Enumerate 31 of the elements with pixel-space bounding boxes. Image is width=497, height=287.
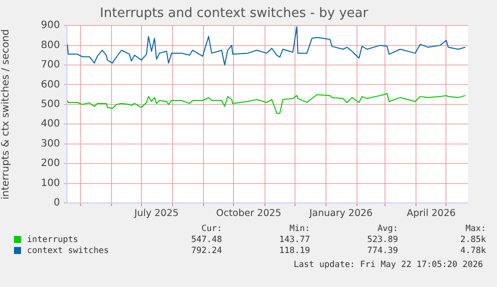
text: 523.89: [366, 235, 398, 246]
x-tick-label: July 2025: [133, 208, 179, 220]
y-axis-title: interrupts & ctx switches / second: [0, 29, 12, 200]
y-tick-label: 300: [40, 138, 60, 150]
y-tick-label: 100: [40, 178, 60, 189]
text: 774.39: [366, 246, 398, 257]
y-tick-label: 0: [54, 198, 60, 209]
y-tick-label: 800: [40, 40, 60, 51]
chart-title: Interrupts and context switches - by year: [100, 6, 369, 22]
text: Min:: [288, 224, 310, 235]
text: 2.85k: [459, 235, 486, 246]
text: 118.19: [278, 246, 310, 257]
y-tick-label: 500: [40, 99, 60, 110]
y-tick-label: 200: [40, 158, 60, 170]
y-tick-label: 900: [40, 20, 60, 32]
text: Cur:: [200, 224, 222, 235]
text: Last update: Fri May 22 17:05:20 2026: [294, 260, 483, 270]
x-tick-label: October 2025: [216, 208, 282, 220]
text: 4.78k: [459, 246, 486, 257]
y-tick-label: 600: [40, 79, 60, 90]
x-tick-label: April 2026: [406, 208, 456, 220]
y-tick-label: 400: [40, 118, 60, 130]
y-tick-label: 700: [40, 60, 60, 71]
text: Max:: [464, 224, 486, 235]
x-tick-label: January 2026: [308, 208, 373, 220]
legend-label: interrupts: [26, 235, 80, 246]
legend-label: context switches: [26, 246, 110, 257]
text: Avg:: [376, 224, 398, 235]
text: 143.77: [278, 235, 310, 246]
text: 547.48: [190, 235, 222, 246]
text: 792.24: [190, 246, 222, 257]
